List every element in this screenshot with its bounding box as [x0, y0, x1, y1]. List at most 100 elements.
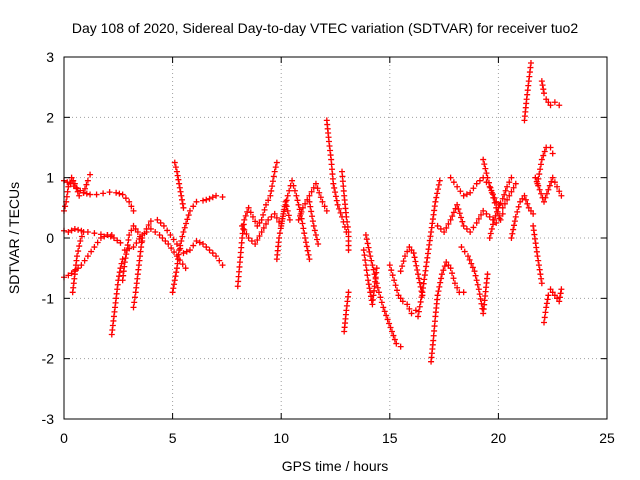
x-tick-label: 0	[60, 430, 68, 446]
data-point	[345, 247, 352, 254]
data-point	[547, 144, 554, 151]
data-point	[438, 275, 445, 282]
data-point	[294, 197, 301, 204]
data-point	[270, 173, 277, 180]
data-point	[64, 188, 71, 195]
chart-title: Day 108 of 2020, Sidereal Day-to-day VTE…	[72, 20, 579, 36]
data-point	[65, 228, 72, 235]
data-point	[71, 225, 78, 232]
x-tick-label: 15	[382, 430, 398, 446]
data-point	[306, 198, 313, 205]
data-point	[416, 279, 423, 286]
data-point	[170, 236, 177, 243]
data-point	[547, 102, 554, 109]
data-point	[247, 209, 254, 216]
data-point	[460, 289, 467, 296]
data-point	[293, 192, 300, 199]
data-point	[276, 235, 283, 241]
data-point	[186, 247, 193, 254]
data-point	[435, 288, 442, 295]
data-point	[304, 247, 311, 254]
data-point	[81, 257, 88, 264]
data-point	[436, 283, 443, 290]
data-point	[506, 192, 513, 199]
data-point	[509, 230, 516, 237]
data-point	[269, 183, 276, 190]
data-point	[122, 255, 129, 262]
data-point	[391, 336, 398, 343]
data-point	[543, 304, 550, 311]
data-point	[372, 275, 379, 282]
data-point	[147, 218, 154, 225]
data-point	[455, 206, 462, 213]
data-point	[481, 161, 488, 168]
data-point	[537, 161, 544, 168]
data-point	[172, 164, 179, 171]
data-point	[128, 203, 135, 210]
data-point	[416, 303, 423, 310]
data-point	[393, 340, 400, 347]
data-point	[362, 262, 369, 269]
data-point	[132, 225, 139, 232]
data-point	[74, 188, 81, 195]
data-point	[394, 287, 401, 294]
data-point	[408, 247, 415, 254]
data-point	[249, 213, 256, 220]
data-point	[408, 310, 415, 317]
data-point	[399, 263, 406, 270]
data-point	[302, 239, 309, 246]
data-point	[78, 233, 85, 240]
data-point	[337, 209, 344, 216]
data-point	[459, 218, 466, 225]
data-point	[260, 211, 267, 218]
data-point	[536, 171, 543, 178]
data-point	[432, 198, 439, 205]
data-point	[441, 263, 448, 270]
data-point	[440, 267, 447, 274]
data-point	[530, 210, 537, 217]
data-point	[374, 284, 381, 291]
data-point	[242, 212, 249, 219]
data-point	[469, 264, 476, 271]
data-point	[466, 256, 473, 263]
data-point	[248, 238, 255, 245]
data-point	[557, 290, 564, 297]
data-point	[321, 203, 328, 210]
x-tick-label: 20	[491, 430, 507, 446]
data-point	[406, 244, 413, 251]
data-point	[130, 222, 137, 229]
data-point	[474, 281, 481, 288]
data-point	[116, 190, 123, 197]
data-point	[75, 226, 82, 233]
data-point	[213, 253, 220, 260]
data-point	[110, 235, 117, 241]
data-point	[489, 221, 496, 228]
data-point	[167, 231, 174, 238]
data-point	[193, 198, 200, 205]
data-point	[80, 189, 87, 196]
data-point	[345, 289, 352, 296]
data-point	[365, 277, 372, 284]
data-point	[184, 216, 191, 223]
data-point	[75, 248, 82, 255]
data-point	[417, 298, 424, 305]
data-point	[527, 207, 534, 214]
data-point	[100, 190, 107, 197]
data-point	[171, 277, 178, 284]
data-point	[117, 239, 124, 246]
data-point	[373, 265, 380, 272]
data-point	[317, 194, 324, 201]
data-point	[549, 289, 556, 296]
data-point	[178, 238, 185, 245]
y-tick-label: 3	[46, 49, 54, 65]
data-point	[256, 219, 263, 226]
data-point	[547, 286, 554, 293]
data-point	[373, 280, 380, 287]
data-point	[130, 244, 137, 251]
data-point	[477, 295, 484, 302]
data-point	[168, 245, 175, 252]
data-point	[480, 207, 487, 214]
data-point	[87, 171, 94, 178]
data-point	[478, 211, 485, 218]
data-point	[436, 177, 443, 184]
